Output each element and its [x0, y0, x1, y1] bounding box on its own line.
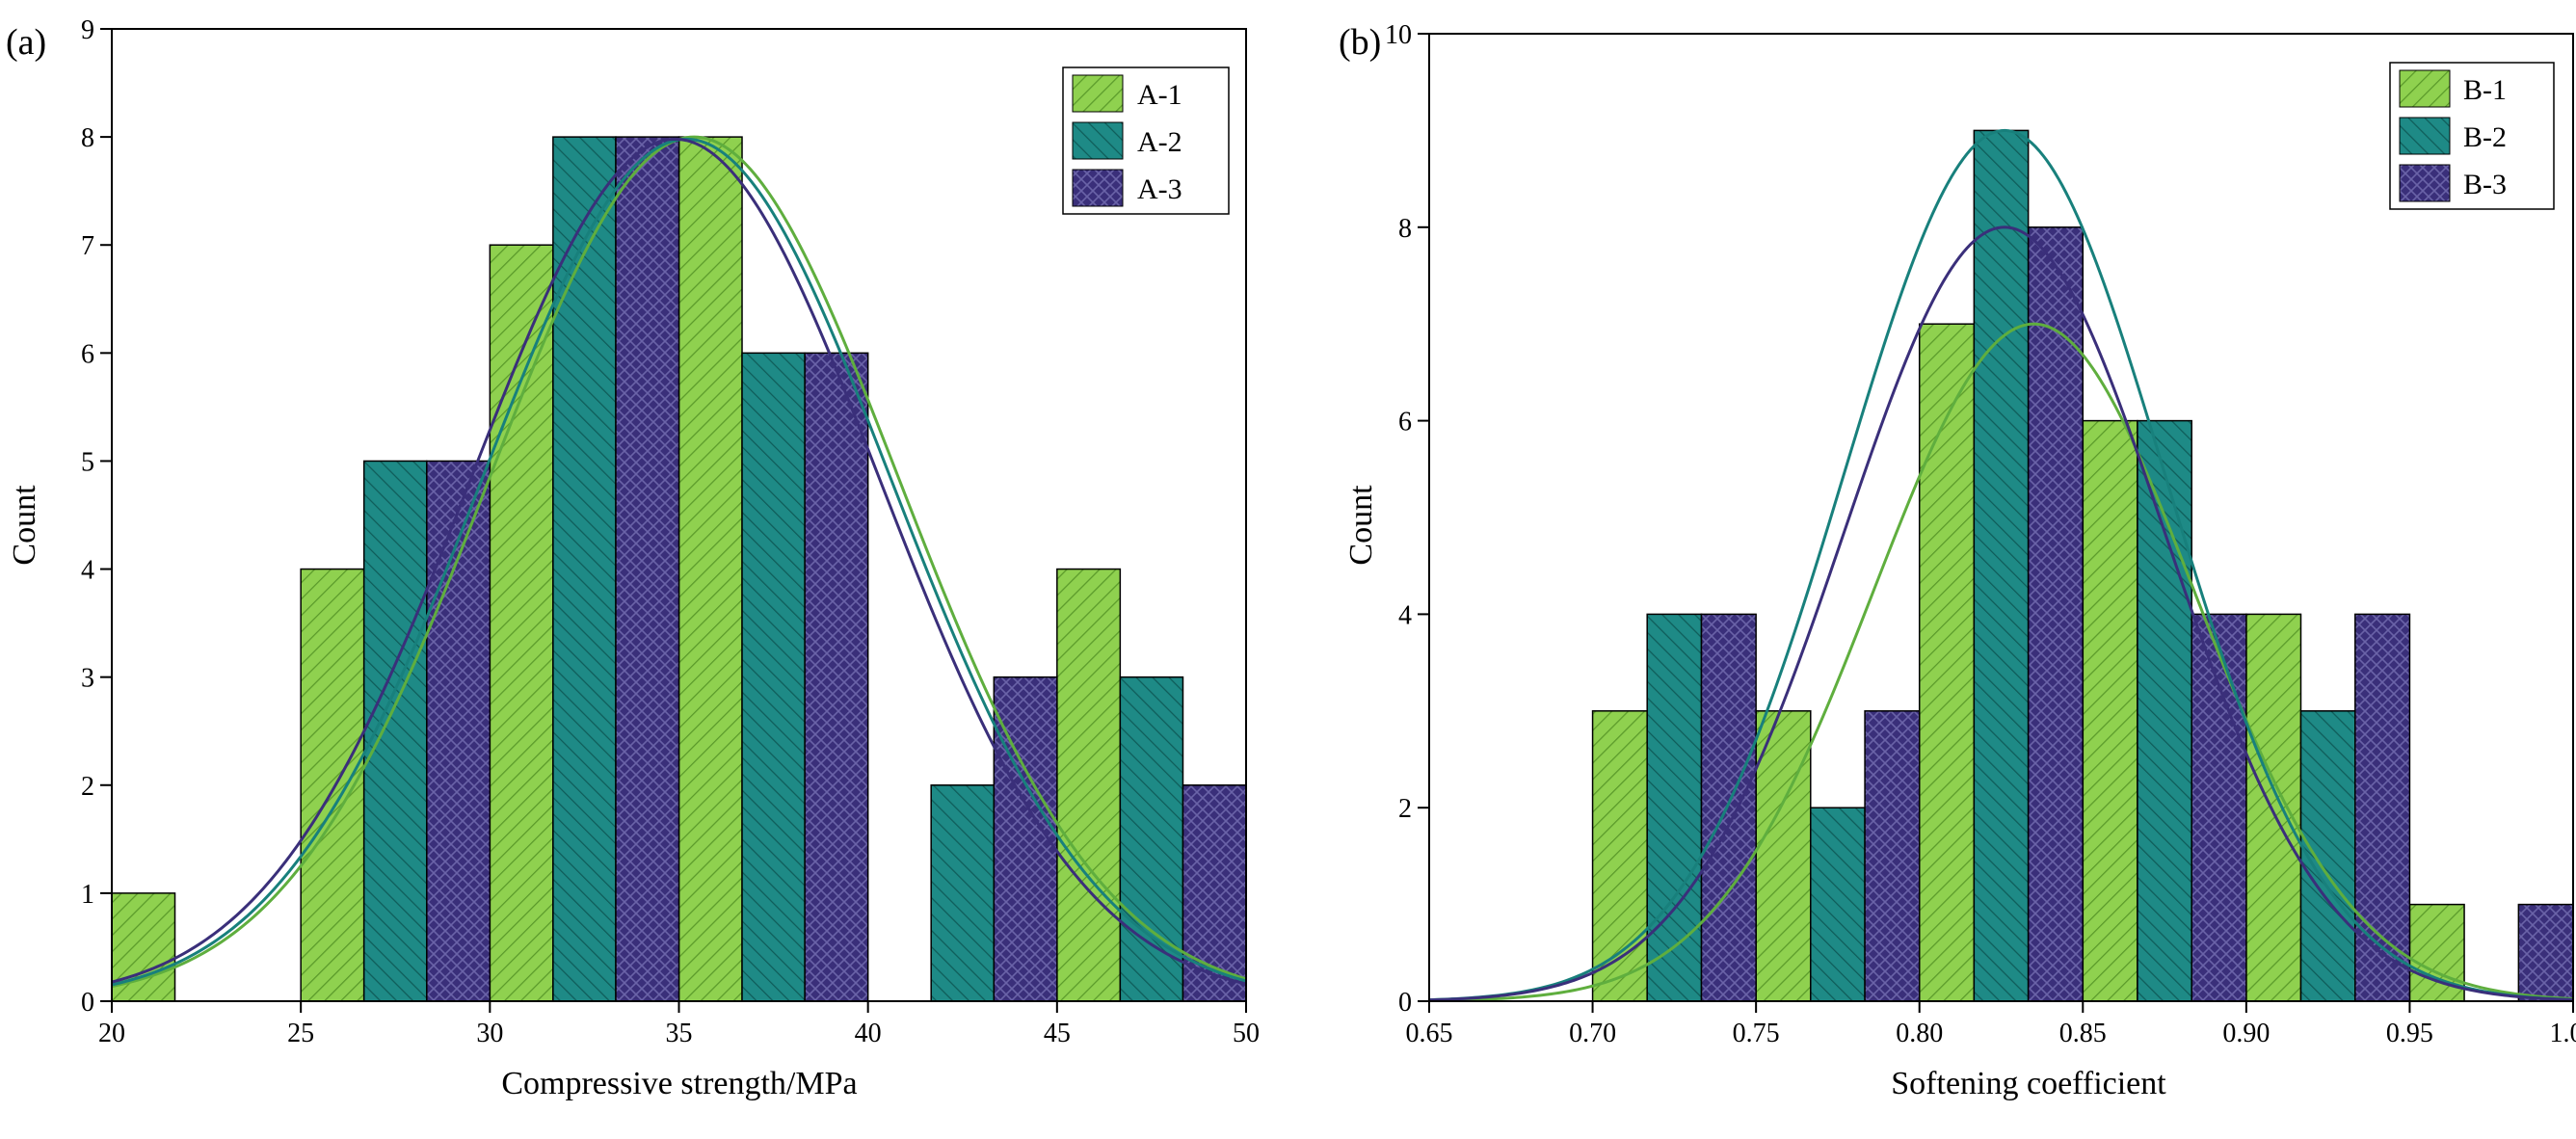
x-tick-label: 20 [98, 1019, 125, 1048]
bar-a-3-2 [804, 352, 869, 1002]
panel-b-plot-frame [1428, 33, 2574, 1002]
x-tick-label: 0.85 [2059, 1019, 2107, 1048]
bar-a-1-4 [1056, 568, 1122, 1002]
fit-curve-b-3 [1428, 225, 2574, 1002]
bar-a-2-1 [552, 136, 617, 1002]
bar-b-2-4 [2299, 710, 2356, 1002]
legend-a1-swatch [1072, 74, 1124, 113]
legend-a2-label: A-2 [1137, 126, 1182, 158]
panel-a-x-axis-title: Compressive strength/MPa [501, 1066, 857, 1101]
x-tick-label: 50 [1233, 1019, 1260, 1048]
legend-a3-label: A-3 [1137, 173, 1182, 205]
legend-b1-label: B-1 [2463, 74, 2507, 106]
panel-b-legend: B-1 B-2 B-3 [2389, 62, 2555, 210]
chart-panel-b: (b) Count Softening coefficient 0.65 0.70… [1339, 20, 2576, 1101]
fit-curve-b-1 [1428, 322, 2574, 1002]
legend-b3-swatch [2399, 164, 2451, 202]
bar-b-1-2 [1918, 323, 1976, 1002]
y-tick-label: 8 [81, 123, 94, 153]
panel-a-y-ticks: 0 1 2 3 4 5 6 7 8 9 [81, 15, 112, 1018]
y-tick-label: 0 [81, 988, 94, 1018]
panel-b-bars [1591, 129, 2574, 1002]
bar-a-2-2 [741, 352, 806, 1002]
bar-a-3-0 [426, 460, 491, 1002]
legend-b3-label: B-3 [2463, 169, 2507, 200]
bar-b-2-2 [1973, 129, 2030, 1002]
bar-b-2-0 [1646, 613, 1703, 1002]
legend-a3-swatch [1072, 169, 1124, 207]
legend-a2-swatch [1072, 121, 1124, 160]
x-tick-label: 0.70 [1569, 1019, 1616, 1048]
legend-b2-label: B-2 [2463, 121, 2507, 153]
x-tick-label: 30 [476, 1019, 503, 1048]
x-tick-label: 0.90 [2222, 1019, 2270, 1048]
y-tick-label: 4 [1398, 600, 1412, 630]
y-tick-label: 8 [1398, 214, 1412, 244]
x-tick-label: 45 [1044, 1019, 1071, 1048]
panel-a-legend: A-1 A-2 A-3 [1062, 66, 1230, 215]
y-tick-label: 2 [1398, 794, 1412, 824]
x-tick-label: 40 [855, 1019, 882, 1048]
panel-a-y-axis-title: Count [7, 485, 42, 566]
bar-b-3-4 [2354, 613, 2411, 1002]
y-tick-label: 7 [81, 231, 94, 261]
legend-b1-swatch [2399, 69, 2451, 108]
fit-curve-a-3 [111, 137, 1247, 986]
bar-b-3-2 [2027, 226, 2085, 1002]
bar-b-1-1 [1755, 710, 1812, 1002]
panel-a-x-ticks: 20 25 30 35 40 45 50 [98, 1001, 1260, 1048]
bar-a-3-1 [615, 136, 680, 1002]
x-tick-label: 0.95 [2386, 1019, 2433, 1048]
panel-b-y-ticks: 0 2 4 6 8 10 [1385, 20, 1429, 1018]
y-tick-label: 3 [81, 664, 94, 694]
bar-a-2-3 [930, 784, 996, 1002]
bar-a-1-3 [677, 136, 743, 1002]
panel-b-x-ticks: 0.65 0.70 0.75 0.80 0.85 0.90 0.95 1.00 [1406, 1001, 2576, 1048]
x-tick-label: 25 [287, 1019, 314, 1048]
y-tick-label: 0 [1398, 988, 1412, 1018]
y-tick-label: 6 [1398, 408, 1412, 437]
bar-b-1-4 [2245, 613, 2302, 1002]
bar-b-3-5 [2517, 903, 2574, 1002]
x-tick-label: 0.80 [1896, 1019, 1943, 1048]
bar-a-3-4 [1182, 784, 1247, 1002]
bar-b-2-1 [1810, 807, 1866, 1002]
panel-a-fit-curves [111, 135, 1247, 989]
bar-b-3-0 [1700, 613, 1757, 1002]
panel-a-bars [111, 136, 1247, 1002]
y-tick-label: 5 [81, 447, 94, 477]
panel-b-y-axis-title: Count [1343, 485, 1379, 566]
legend-a1-label: A-1 [1137, 79, 1182, 111]
chart-panel-a: (a) Count Compressive strength/MPa 20 25 3… [6, 15, 1260, 1101]
y-tick-label: 1 [81, 880, 94, 910]
x-tick-label: 1.00 [2550, 1019, 2576, 1048]
y-tick-label: 4 [81, 556, 94, 586]
x-tick-label: 35 [666, 1019, 693, 1048]
y-tick-label: 6 [81, 339, 94, 369]
bar-b-2-3 [2137, 419, 2192, 1002]
bar-a-1-2 [489, 244, 554, 1002]
bar-a-2-0 [362, 460, 428, 1002]
bar-b-3-3 [2191, 613, 2247, 1002]
legend-b2-swatch [2399, 117, 2451, 155]
bar-b-3-1 [1864, 710, 1921, 1002]
panel-b-fit-curves [1428, 128, 2574, 1002]
y-tick-label: 10 [1385, 20, 1412, 50]
panel-b-x-axis-title: Softening coefficient [1891, 1066, 2166, 1101]
x-tick-label: 0.75 [1733, 1019, 1780, 1048]
x-tick-label: 0.65 [1406, 1019, 1453, 1048]
y-tick-label: 2 [81, 772, 94, 802]
panel-a-label: (a) [6, 22, 46, 63]
y-tick-label: 9 [81, 15, 94, 45]
bar-b-1-3 [2082, 419, 2138, 1002]
panel-b-label: (b) [1339, 22, 1381, 63]
fit-curve-b-2 [1428, 128, 2574, 1002]
